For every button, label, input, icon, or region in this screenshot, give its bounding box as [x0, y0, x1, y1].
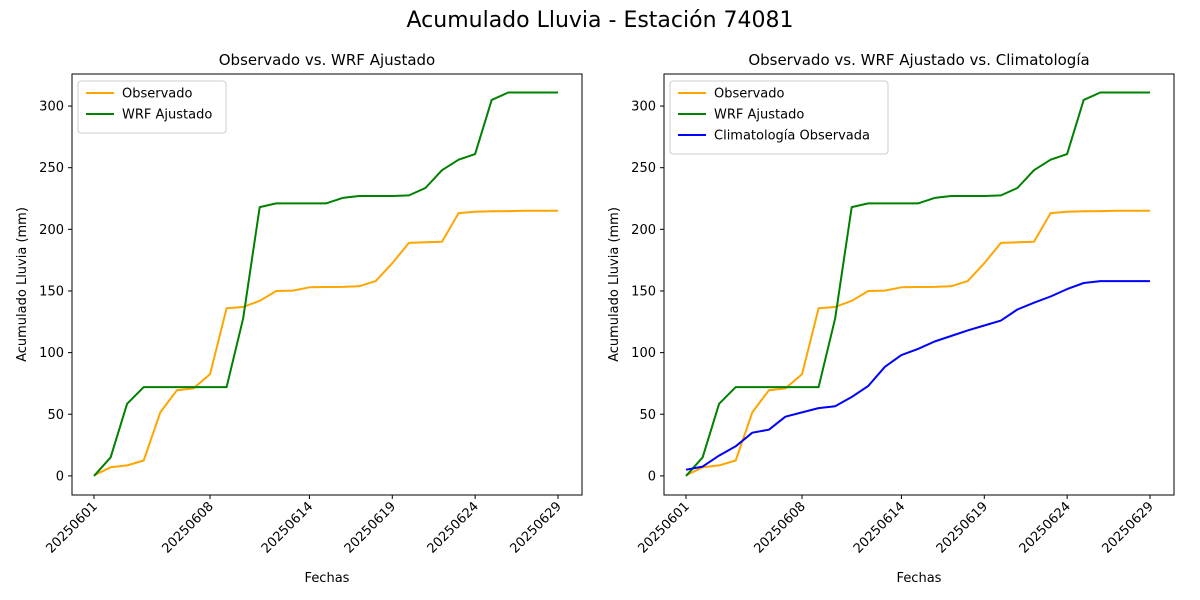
- series-line-wrf-ajustado: [93, 91, 558, 477]
- series-line-climatolog-a-observada: [685, 280, 1150, 471]
- legend: [77, 80, 227, 134]
- y-tick-label: 0: [648, 469, 656, 484]
- legend: [669, 80, 889, 155]
- x-axis-label: Fechas: [897, 571, 942, 586]
- chart-title: Observado vs. WRF Ajustado vs. Climatolo…: [748, 51, 1089, 69]
- y-tick-label: 200: [39, 223, 64, 238]
- legend-label: Climatología Observada: [714, 129, 870, 144]
- y-tick-label: 300: [631, 100, 656, 115]
- series-line-observado: [93, 209, 558, 477]
- series-line-observado: [685, 209, 1150, 477]
- y-tick-label: 100: [39, 346, 64, 361]
- y-axis-label: Acumulado Lluvia (mm): [15, 207, 30, 362]
- x-axis-label: Fechas: [305, 571, 350, 586]
- x-tick-label: 20250629: [1099, 499, 1156, 556]
- y-tick-label: 0: [56, 469, 64, 484]
- y-tick-label: 250: [39, 161, 64, 176]
- legend-label: WRF Ajustado: [714, 108, 804, 123]
- y-tick-label: 150: [631, 284, 656, 299]
- x-tick-label: 20250619: [934, 499, 991, 556]
- legend-label: Observado: [122, 87, 193, 102]
- plot-frame: [71, 73, 583, 496]
- x-tick-label: 20250624: [1017, 499, 1074, 556]
- y-tick-label: 300: [39, 100, 64, 115]
- y-tick-label: 50: [47, 408, 64, 423]
- chart-title: Observado vs. WRF Ajustado: [219, 51, 435, 69]
- x-tick-label: 20250601: [635, 499, 692, 556]
- legend-label: Observado: [714, 87, 785, 102]
- y-tick-label: 100: [631, 346, 656, 361]
- plot-frame: [663, 73, 1175, 496]
- y-tick-label: 200: [631, 223, 656, 238]
- legend-label: WRF Ajustado: [122, 108, 212, 123]
- y-axis-label: Acumulado Lluvia (mm): [607, 207, 622, 362]
- series-line-wrf-ajustado: [685, 91, 1150, 477]
- x-tick-label: 20250614: [851, 499, 908, 556]
- figure-title: Acumulado Lluvia - Estación 74081: [406, 8, 794, 33]
- x-tick-label: 20250608: [751, 499, 808, 556]
- y-tick-label: 250: [631, 161, 656, 176]
- y-tick-label: 150: [39, 284, 64, 299]
- y-tick-label: 50: [639, 408, 656, 423]
